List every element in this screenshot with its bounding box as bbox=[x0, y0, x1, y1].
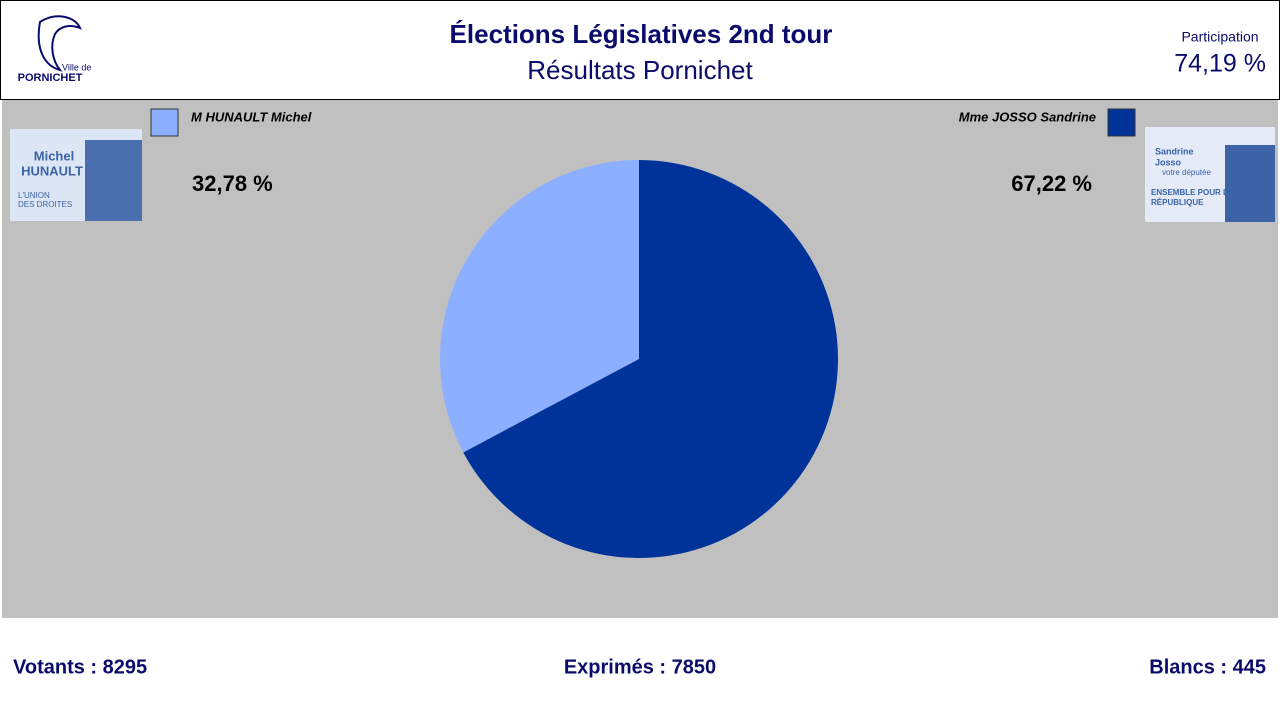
poster-text: Josso bbox=[1155, 157, 1182, 167]
logo-shape bbox=[37, 15, 82, 72]
value-label: 67,22 % bbox=[1011, 171, 1092, 196]
legend-swatch bbox=[150, 108, 179, 137]
logo: Ville de PORNICHET bbox=[18, 15, 91, 84]
legend-label: Mme JOSSO Sandrine bbox=[959, 109, 1096, 124]
title: Élections Législatives 2nd tour bbox=[450, 19, 833, 49]
legend-label: M HUNAULT Michel bbox=[191, 109, 312, 124]
header-frame bbox=[0, 0, 1280, 100]
subtitle: Résultats Pornichet bbox=[527, 55, 753, 85]
poster-text: RÉPUBLIQUE bbox=[1151, 198, 1204, 207]
poster-text: HUNAULT bbox=[21, 163, 83, 178]
pie-slice bbox=[440, 160, 639, 453]
exprimes: Exprimés : 7850 bbox=[564, 656, 716, 678]
blancs: Blancs : 445 bbox=[1149, 656, 1266, 678]
poster: Sandrine Josso votre députée ENSEMBLE PO… bbox=[1145, 127, 1275, 222]
participation-value: 74,19 % bbox=[1174, 50, 1266, 78]
poster-photo bbox=[1225, 145, 1275, 222]
logo-text: PORNICHET bbox=[18, 72, 83, 84]
poster-text: ENSEMBLE POUR LA bbox=[1151, 188, 1234, 197]
poster-photo bbox=[85, 140, 142, 221]
legend-swatch bbox=[1107, 108, 1136, 137]
poster-text: DES DROITES bbox=[18, 200, 72, 209]
participation-label: Participation bbox=[1181, 29, 1258, 45]
logo-text: Ville de bbox=[62, 62, 91, 72]
poster-text: Michel bbox=[34, 148, 74, 163]
poster: Michel HUNAULT L'UNION DES DROITES bbox=[10, 129, 142, 221]
poster-text: L'UNION bbox=[18, 191, 50, 200]
value-label: 32,78 % bbox=[192, 171, 273, 196]
poster-text: Sandrine bbox=[1155, 146, 1194, 156]
pie-slice bbox=[463, 160, 838, 559]
votants: Votants : 8295 bbox=[13, 656, 147, 678]
poster-text: votre députée bbox=[1162, 168, 1211, 177]
